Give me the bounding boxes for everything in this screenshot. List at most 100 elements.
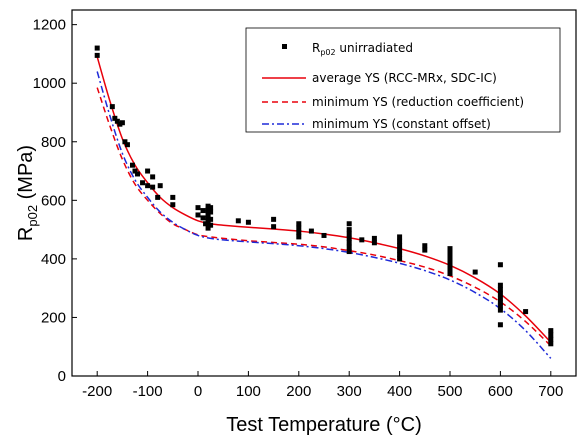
- scatter-point: [497, 282, 503, 288]
- scatter-point: [308, 228, 314, 234]
- scatter-point: [346, 240, 352, 246]
- scatter-point: [523, 309, 529, 315]
- scatter-point: [150, 184, 156, 190]
- scatter-point: [117, 121, 123, 127]
- legend-box: [245, 27, 561, 133]
- scatter-point: [497, 295, 503, 301]
- scatter-point: [124, 142, 130, 148]
- plot-frame: [71, 9, 577, 377]
- y-tick-label: 400: [41, 251, 66, 268]
- y-tick-label: 600: [41, 192, 66, 209]
- scatter-point: [497, 300, 503, 306]
- y-axis: 0 200 400 600 800 1000 1200: [33, 17, 77, 385]
- scatter-point: [346, 231, 352, 237]
- scatter-point: [296, 225, 302, 231]
- legend-scatter-sub: p02: [320, 48, 335, 57]
- scatter-point: [109, 104, 115, 110]
- scatter-point: [397, 247, 403, 253]
- scatter-point: [497, 291, 503, 297]
- scatter-point: [122, 139, 128, 145]
- scatter-point: [208, 209, 214, 215]
- scatter-point: [497, 262, 503, 268]
- legend-scatter-rest: unirradiated: [336, 41, 413, 55]
- scatter-point: [129, 162, 135, 168]
- x-tick-label: 200: [286, 383, 311, 400]
- x-tick-label: 700: [538, 383, 563, 400]
- scatter-point: [371, 235, 377, 241]
- scatter-point: [245, 219, 251, 225]
- legend-label-scatter: Rp02 unirradiated: [312, 41, 413, 57]
- x-tick-label: 0: [194, 383, 202, 400]
- x-tick-label: -100: [133, 383, 163, 400]
- y-axis-title-unit: (MPa): [15, 145, 37, 205]
- scatter-point: [548, 332, 554, 338]
- scatter-point: [497, 287, 503, 293]
- legend-label-offset: minimum YS (constant offset): [312, 117, 491, 131]
- x-axis: -200 -100 0 100 200 300 400 500 600 700: [82, 371, 563, 400]
- scatter-point: [205, 225, 211, 231]
- scatter-point: [195, 205, 201, 211]
- y-tick-label: 800: [41, 134, 66, 151]
- scatter-point: [371, 240, 377, 246]
- scatter-point: [208, 205, 214, 211]
- scatter-point: [346, 244, 352, 250]
- scatter-point: [205, 209, 211, 215]
- y-axis-title-sub: p02: [25, 205, 40, 227]
- y-axis-title: Rp02 (MPa): [15, 145, 40, 241]
- x-tick-label: 400: [387, 383, 412, 400]
- scatter-point: [208, 216, 214, 222]
- scatter-point: [170, 202, 176, 208]
- scatter-point: [132, 168, 138, 174]
- scatter-point: [346, 227, 352, 233]
- scatter-point: [135, 171, 141, 177]
- y-tick-label: 200: [41, 309, 66, 326]
- scatter-point: [157, 183, 163, 189]
- scatter-point: [155, 194, 161, 200]
- scatter-point: [397, 256, 403, 262]
- scatter-point: [397, 251, 403, 257]
- scatter-point: [296, 230, 302, 236]
- x-tick-label: 100: [236, 383, 261, 400]
- scatter-point: [447, 259, 453, 265]
- scatter-point: [94, 52, 100, 58]
- scatter-point: [447, 268, 453, 274]
- scatter-point: [397, 234, 403, 240]
- legend-scatter-main: R: [312, 41, 320, 55]
- scatter-point: [447, 246, 453, 252]
- x-tick-label: 500: [437, 383, 462, 400]
- scatter-point: [497, 303, 503, 309]
- y-tick-label: 1000: [33, 75, 66, 92]
- y-axis-title-main: R: [15, 227, 37, 241]
- scatter-point: [271, 216, 277, 222]
- scatter-point: [548, 328, 554, 334]
- scatter-point: [447, 254, 453, 260]
- scatter-point: [195, 212, 201, 218]
- y-tick-label: 1200: [33, 17, 66, 34]
- scatter-point: [447, 271, 453, 277]
- scatter-point: [208, 222, 214, 228]
- scatter-point: [321, 232, 327, 238]
- series-line-2: [96, 71, 552, 359]
- scatter-point: [114, 118, 120, 124]
- scatter-point: [296, 221, 302, 227]
- legend-marker-scatter: [282, 44, 287, 49]
- scatter-point: [94, 45, 100, 51]
- scatter-point: [112, 115, 118, 121]
- scatter-point: [447, 263, 453, 269]
- scatter-point: [205, 221, 211, 227]
- scatter-point: [145, 183, 151, 189]
- x-tick-label: 600: [488, 383, 513, 400]
- scatter-point: [200, 208, 206, 214]
- scatter-point: [472, 269, 478, 275]
- x-axis-title: Test Temperature (°C): [226, 414, 421, 436]
- scatter-point: [205, 206, 211, 212]
- scatter-point: [205, 215, 211, 221]
- x-tick-label: 300: [337, 383, 362, 400]
- scatter-point: [346, 221, 352, 227]
- scatter-point: [145, 168, 151, 174]
- scatter-point: [235, 218, 241, 224]
- scatter-point: [203, 221, 209, 227]
- scatter-point: [397, 243, 403, 249]
- scatter-point: [359, 237, 365, 243]
